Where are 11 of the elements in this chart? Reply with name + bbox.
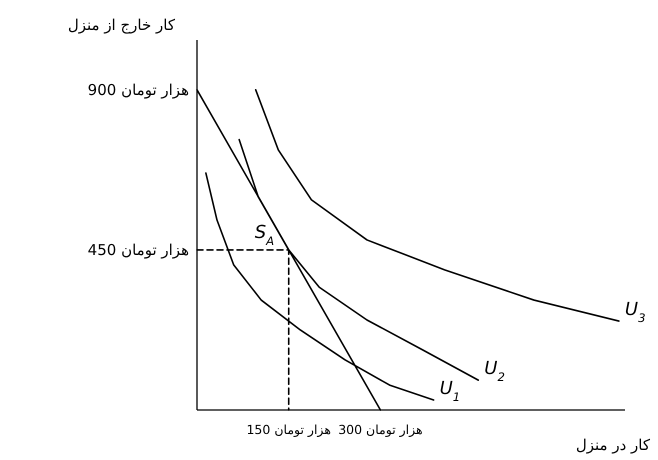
x-tick-label: 300 هزار تومان [338,422,423,438]
x-axis-title: کار در منزل [576,436,651,454]
x-tick-label: 150 هزار تومان [246,422,331,438]
y-tick-label: 900 هزار تومان [88,80,190,99]
y-axis-title: کار خارج از منزل [68,16,176,34]
series-label: U$_{2}$ [484,358,505,384]
line-series [254,89,620,322]
series-label: U$_{1}$ [440,378,460,404]
y-tick-label: 450 هزار تومان [88,240,190,259]
annotation: S$_{A}$ [254,222,274,248]
series-label: U$_{3}$ [624,299,646,326]
